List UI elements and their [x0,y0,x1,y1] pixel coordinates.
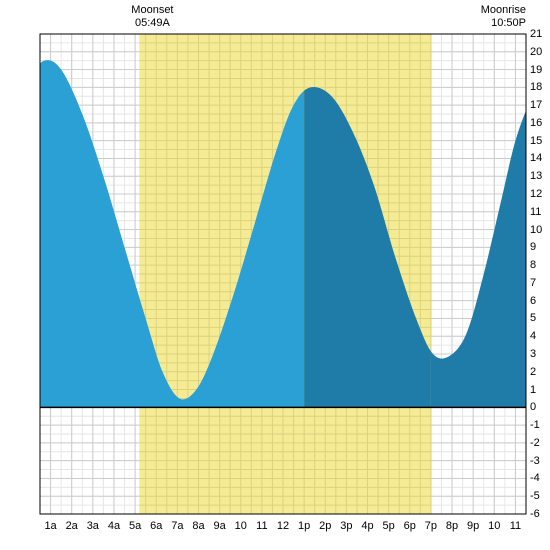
moonrise-title: Moonrise [481,4,526,16]
y-tick: -4 [530,472,550,484]
y-tick: 11 [530,206,550,218]
y-tick: 20 [530,46,550,58]
y-tick: 6 [530,295,550,307]
y-tick: 17 [530,99,550,111]
y-tick: 14 [530,152,550,164]
y-tick: -6 [530,508,550,520]
y-tick: -1 [530,419,550,431]
y-tick: 21 [530,28,550,40]
y-tick: 19 [530,64,550,76]
moonset-time: 05:49A [122,17,182,29]
y-tick: 9 [530,241,550,253]
y-tick: 15 [530,135,550,147]
y-tick: 5 [530,312,550,324]
y-tick: 4 [530,330,550,342]
y-tick: -2 [530,437,550,449]
y-tick: 10 [530,224,550,236]
y-tick: 18 [530,81,550,93]
y-tick: 8 [530,259,550,271]
y-tick: -3 [530,455,550,467]
chart-svg [0,0,550,550]
y-tick: 2 [530,366,550,378]
y-tick: 16 [530,117,550,129]
y-tick: 0 [530,401,550,413]
y-tick: 7 [530,277,550,289]
y-tick: -5 [530,490,550,502]
moonset-title: Moonset [122,4,182,16]
y-tick: 13 [530,170,550,182]
y-tick: 12 [530,188,550,200]
tide-chart: 2120191817161514131211109876543210-1-2-3… [0,0,550,550]
y-tick: 1 [530,384,550,396]
y-tick: 3 [530,348,550,360]
moonrise-time: 10:50P [491,17,526,29]
x-tick: 11 [503,520,527,532]
